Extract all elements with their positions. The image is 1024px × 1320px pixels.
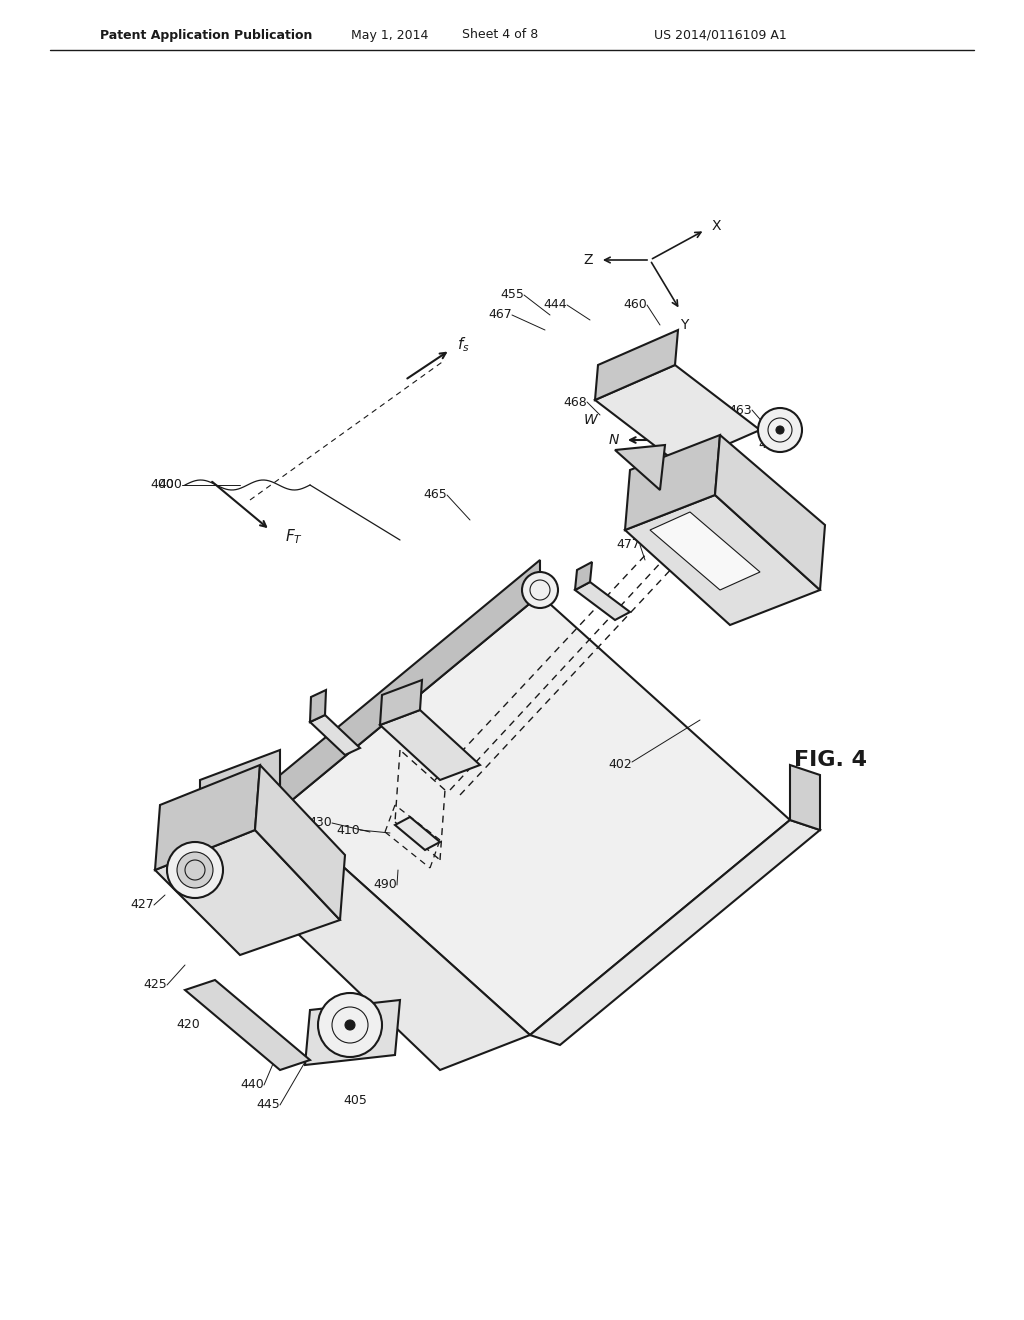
Circle shape [776, 426, 784, 434]
Text: FIG. 4: FIG. 4 [794, 750, 866, 770]
Text: 478: 478 [683, 466, 707, 484]
Text: 410: 410 [336, 824, 359, 837]
Circle shape [167, 842, 223, 898]
Circle shape [758, 408, 802, 451]
Text: N: N [608, 433, 618, 447]
Polygon shape [280, 560, 540, 810]
Polygon shape [615, 445, 665, 490]
Text: 467: 467 [488, 309, 512, 322]
Text: 463: 463 [728, 404, 752, 417]
Text: US 2014/0116109 A1: US 2014/0116109 A1 [653, 29, 786, 41]
Polygon shape [595, 366, 760, 465]
Text: 455: 455 [500, 289, 524, 301]
Circle shape [522, 572, 558, 609]
Polygon shape [625, 436, 720, 531]
Text: 465: 465 [423, 488, 446, 502]
Text: X: X [712, 219, 722, 234]
Polygon shape [200, 810, 530, 1071]
Polygon shape [650, 512, 760, 590]
Circle shape [318, 993, 382, 1057]
Polygon shape [530, 820, 820, 1045]
Text: 420: 420 [176, 1019, 200, 1031]
Polygon shape [155, 766, 260, 870]
Text: Sheet 4 of 8: Sheet 4 of 8 [462, 29, 539, 41]
Polygon shape [185, 979, 310, 1071]
Polygon shape [715, 436, 825, 590]
Polygon shape [380, 710, 480, 780]
Polygon shape [575, 582, 630, 620]
Text: 440: 440 [240, 1078, 264, 1092]
Polygon shape [305, 1001, 400, 1065]
Text: 445: 445 [256, 1098, 280, 1111]
Text: Patent Application Publication: Patent Application Publication [100, 29, 312, 41]
Text: 490: 490 [373, 879, 397, 891]
Polygon shape [155, 830, 340, 954]
Text: 415: 415 [758, 438, 782, 451]
Text: $f_s$: $f_s$ [457, 335, 470, 354]
Polygon shape [790, 766, 820, 830]
Polygon shape [575, 562, 592, 590]
Polygon shape [395, 817, 440, 850]
Text: 450: 450 [738, 544, 762, 557]
Text: Y: Y [680, 318, 688, 333]
Polygon shape [595, 330, 678, 400]
Polygon shape [310, 715, 360, 755]
Text: 460: 460 [624, 298, 647, 312]
Text: 477: 477 [616, 539, 640, 552]
Polygon shape [625, 495, 820, 624]
Text: 405: 405 [343, 1093, 367, 1106]
Text: May 1, 2014: May 1, 2014 [351, 29, 429, 41]
Circle shape [177, 851, 213, 888]
Circle shape [345, 1020, 355, 1030]
Text: 425: 425 [143, 978, 167, 991]
Polygon shape [310, 690, 326, 722]
Polygon shape [200, 750, 280, 840]
Text: 427: 427 [130, 899, 154, 912]
Text: 400: 400 [151, 479, 174, 491]
Text: 400: 400 [158, 479, 182, 491]
Text: W: W [584, 413, 597, 426]
Text: 402: 402 [608, 759, 632, 771]
Polygon shape [280, 595, 790, 1035]
Text: $F_T$: $F_T$ [285, 528, 303, 546]
Text: 430: 430 [308, 817, 332, 829]
Polygon shape [380, 680, 422, 725]
Polygon shape [255, 766, 345, 920]
Text: 468: 468 [563, 396, 587, 408]
Text: 475: 475 [643, 519, 667, 532]
Text: Z: Z [584, 253, 593, 267]
Text: 444: 444 [543, 298, 567, 312]
